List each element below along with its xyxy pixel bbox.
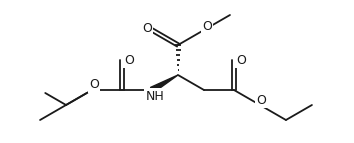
Text: O: O [202,20,212,33]
Text: O: O [236,53,246,66]
Text: O: O [142,22,152,35]
Text: O: O [256,94,266,107]
Text: O: O [89,79,99,92]
Polygon shape [150,75,178,93]
Text: NH: NH [145,90,164,103]
Text: O: O [124,53,134,66]
